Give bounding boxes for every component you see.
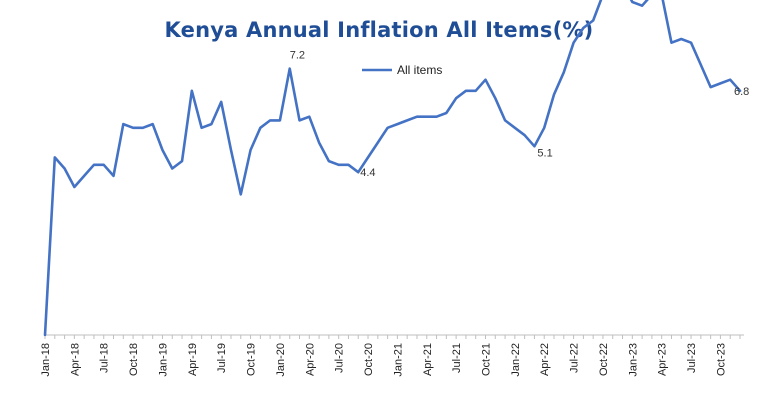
data-label: 4.4 [360,167,375,179]
x-axis-ticks [44,335,741,339]
x-tick-label: Apr-19 [187,343,199,376]
x-tick-label: Jan-21 [392,343,404,377]
x-tick-label: Jul-22 [569,343,581,373]
x-tick-label: Jan-19 [157,343,169,377]
x-tick-label: Oct-21 [480,343,492,376]
series-line-all-items [43,0,742,337]
x-tick-label: Apr-20 [304,343,316,376]
x-tick-label: Jan-22 [510,343,522,377]
data-label: 5.1 [537,147,552,159]
x-tick-label: Jan-23 [627,343,639,377]
x-tick-label: Apr-21 [422,343,434,376]
x-tick-label: Apr-23 [657,343,669,376]
data-label: 6.8 [734,86,749,98]
data-labels: 7.24.45.19.66.8 [290,50,750,180]
x-tick-label: Oct-19 [246,343,258,376]
legend: All items [362,63,442,77]
x-axis-tick-labels: Jan-18 Apr-18 Jul-18 Oct-18 Jan-19 Apr-19 Jul-… [40,343,727,377]
chart-title: Kenya Annual Inflation All Items(%) [164,18,594,42]
x-tick-label: Oct-20 [363,343,375,376]
x-tick-label: Jul-20 [334,343,346,373]
x-tick-label: Jan-20 [275,343,287,377]
x-tick-label: Jul-23 [686,343,698,373]
data-label: 7.2 [290,50,305,62]
x-tick-label: Jul-18 [99,343,111,373]
x-tick-label: Oct-23 [715,343,727,376]
x-tick-label: Jul-21 [451,343,463,373]
x-tick-label: Apr-22 [539,343,551,376]
x-tick-label: Apr-18 [69,343,81,376]
x-tick-label: Oct-18 [128,343,140,376]
legend-label: All items [397,63,442,77]
x-tick-label: Jul-19 [216,343,228,373]
x-tick-label: Jan-18 [40,343,52,377]
x-tick-label: Oct-22 [598,343,610,376]
